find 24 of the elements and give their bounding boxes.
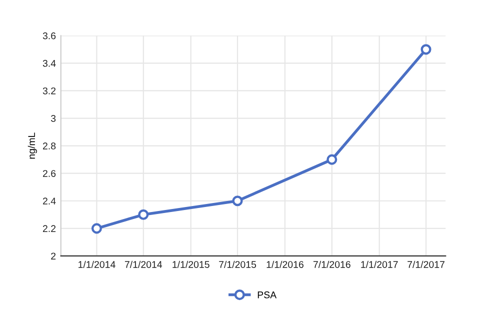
y-tick-label: 2.6 xyxy=(42,170,56,177)
x-tick-label: 1/1/2017 xyxy=(361,260,398,268)
point xyxy=(326,154,338,165)
x-tick-label: 7/1/2016 xyxy=(313,260,350,268)
point xyxy=(138,209,149,220)
y-tick-label: 2.2 xyxy=(42,225,56,232)
y-tick-label: 3.2 xyxy=(42,87,56,94)
y-tick-label: 3.6 xyxy=(42,32,56,40)
x-tick-label: 7/1/2014 xyxy=(124,260,162,268)
x-tick-label: 1/1/2016 xyxy=(266,260,304,268)
y-tick-label: 2 xyxy=(51,252,56,260)
point xyxy=(91,223,102,234)
x-tick-label: 7/1/2017 xyxy=(408,260,444,268)
legend-label: PSA xyxy=(258,291,277,298)
point xyxy=(232,196,243,206)
y-tick-label: 2.8 xyxy=(42,142,56,150)
x-tick-label: 1/1/2014 xyxy=(78,260,116,268)
x-tick-label: 1/1/2015 xyxy=(172,260,210,268)
y-tick-label: 3 xyxy=(50,114,56,122)
point xyxy=(420,44,432,55)
x-tick-label: 7/1/2015 xyxy=(219,260,256,268)
y-tick-label: 2.4 xyxy=(42,198,56,204)
y-tick-label: 3.4 xyxy=(42,60,56,67)
y-axis-title: ng/mL xyxy=(28,132,37,159)
